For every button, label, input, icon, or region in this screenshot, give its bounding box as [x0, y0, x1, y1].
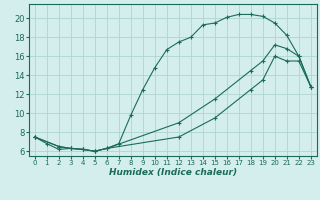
X-axis label: Humidex (Indice chaleur): Humidex (Indice chaleur): [109, 168, 237, 177]
